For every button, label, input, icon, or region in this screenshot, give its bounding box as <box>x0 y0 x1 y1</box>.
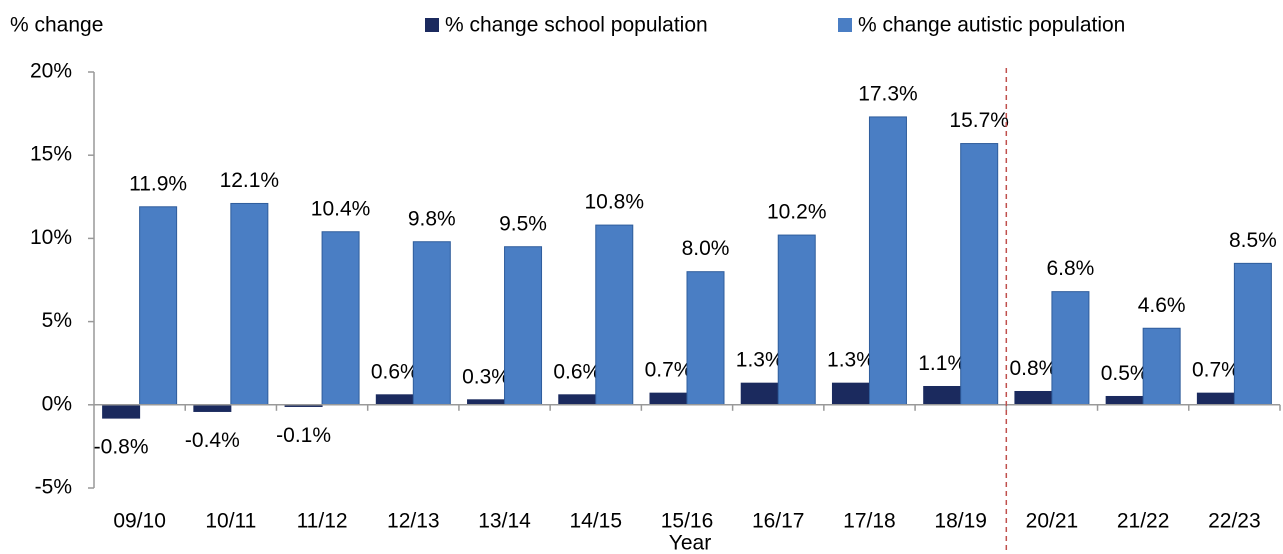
bar <box>504 246 543 406</box>
bar <box>923 385 962 406</box>
bar <box>375 394 414 406</box>
bar <box>831 382 870 406</box>
data-label: 17.3% <box>858 82 918 105</box>
bar <box>960 143 999 406</box>
x-tick-label: 17/18 <box>843 510 896 533</box>
data-label: 12.1% <box>220 169 280 192</box>
legend-label: % change autistic population <box>858 14 1125 37</box>
bar <box>412 241 451 406</box>
data-label: -0.1% <box>276 424 331 447</box>
data-label: 8.0% <box>682 237 730 260</box>
bar <box>230 202 269 406</box>
bar <box>102 404 141 419</box>
data-label: -0.4% <box>185 429 240 452</box>
y-tick-label: 20% <box>30 60 72 83</box>
bar <box>595 224 634 406</box>
bar <box>1142 327 1181 406</box>
data-label: 0.7% <box>645 359 693 382</box>
x-tick-label: 20/21 <box>1026 510 1079 533</box>
bar <box>1105 395 1144 406</box>
bar <box>1014 390 1053 406</box>
data-label: 0.6% <box>371 360 419 383</box>
data-label: 1.3% <box>827 349 875 372</box>
data-label: 6.8% <box>1046 257 1094 280</box>
bar <box>649 392 688 406</box>
legend-swatch <box>425 18 439 32</box>
data-label: 10.8% <box>584 191 644 214</box>
data-label: 0.5% <box>1101 362 1149 385</box>
x-tick-label: 16/17 <box>752 510 805 533</box>
bar <box>321 231 360 406</box>
y-axis-title: % change <box>10 14 103 37</box>
bar <box>740 382 779 406</box>
bar <box>777 234 816 406</box>
y-tick-label: -5% <box>35 476 72 499</box>
bar <box>1051 291 1090 406</box>
x-tick-label: 21/22 <box>1117 510 1170 533</box>
data-label: 11.9% <box>129 172 187 195</box>
x-tick-label: 09/10 <box>113 510 166 533</box>
y-tick-label: 15% <box>30 143 72 166</box>
bar <box>1233 262 1272 406</box>
x-tick-label: 11/12 <box>297 510 348 533</box>
x-tick-label: 10/11 <box>205 510 256 533</box>
y-tick-label: 0% <box>42 392 72 415</box>
data-label: 10.4% <box>311 197 371 220</box>
x-tick-label: 22/23 <box>1208 510 1261 533</box>
data-label: 4.6% <box>1138 294 1186 317</box>
data-label: 0.8% <box>1009 357 1057 380</box>
data-label: 1.3% <box>736 349 784 372</box>
bar <box>1196 392 1235 406</box>
legend-swatch <box>838 18 852 32</box>
x-tick-label: 13/14 <box>478 510 531 533</box>
data-label: -0.8% <box>94 436 149 459</box>
bar <box>193 404 232 412</box>
y-tick-label: 5% <box>42 309 72 332</box>
y-tick-label: 10% <box>30 226 72 249</box>
data-label: 9.5% <box>499 212 547 235</box>
data-label: 0.7% <box>1192 359 1240 382</box>
x-tick-label: 18/19 <box>934 510 987 533</box>
bar <box>558 394 597 406</box>
x-tick-label: 14/15 <box>569 510 622 533</box>
data-label: 8.5% <box>1229 229 1277 252</box>
data-label: 0.3% <box>462 365 510 388</box>
x-tick-label: 15/16 <box>661 510 714 533</box>
bar <box>868 116 907 406</box>
bar <box>686 271 725 406</box>
data-label: 0.6% <box>553 360 601 383</box>
data-label: 1.1% <box>918 352 966 375</box>
data-label: 9.8% <box>408 207 456 230</box>
data-label: 15.7% <box>949 109 1009 132</box>
x-tick-label: 12/13 <box>387 510 440 533</box>
bar <box>139 206 178 406</box>
data-label: 10.2% <box>767 201 827 224</box>
x-axis-title: Year <box>669 532 711 554</box>
legend-label: % change school population <box>445 14 708 37</box>
